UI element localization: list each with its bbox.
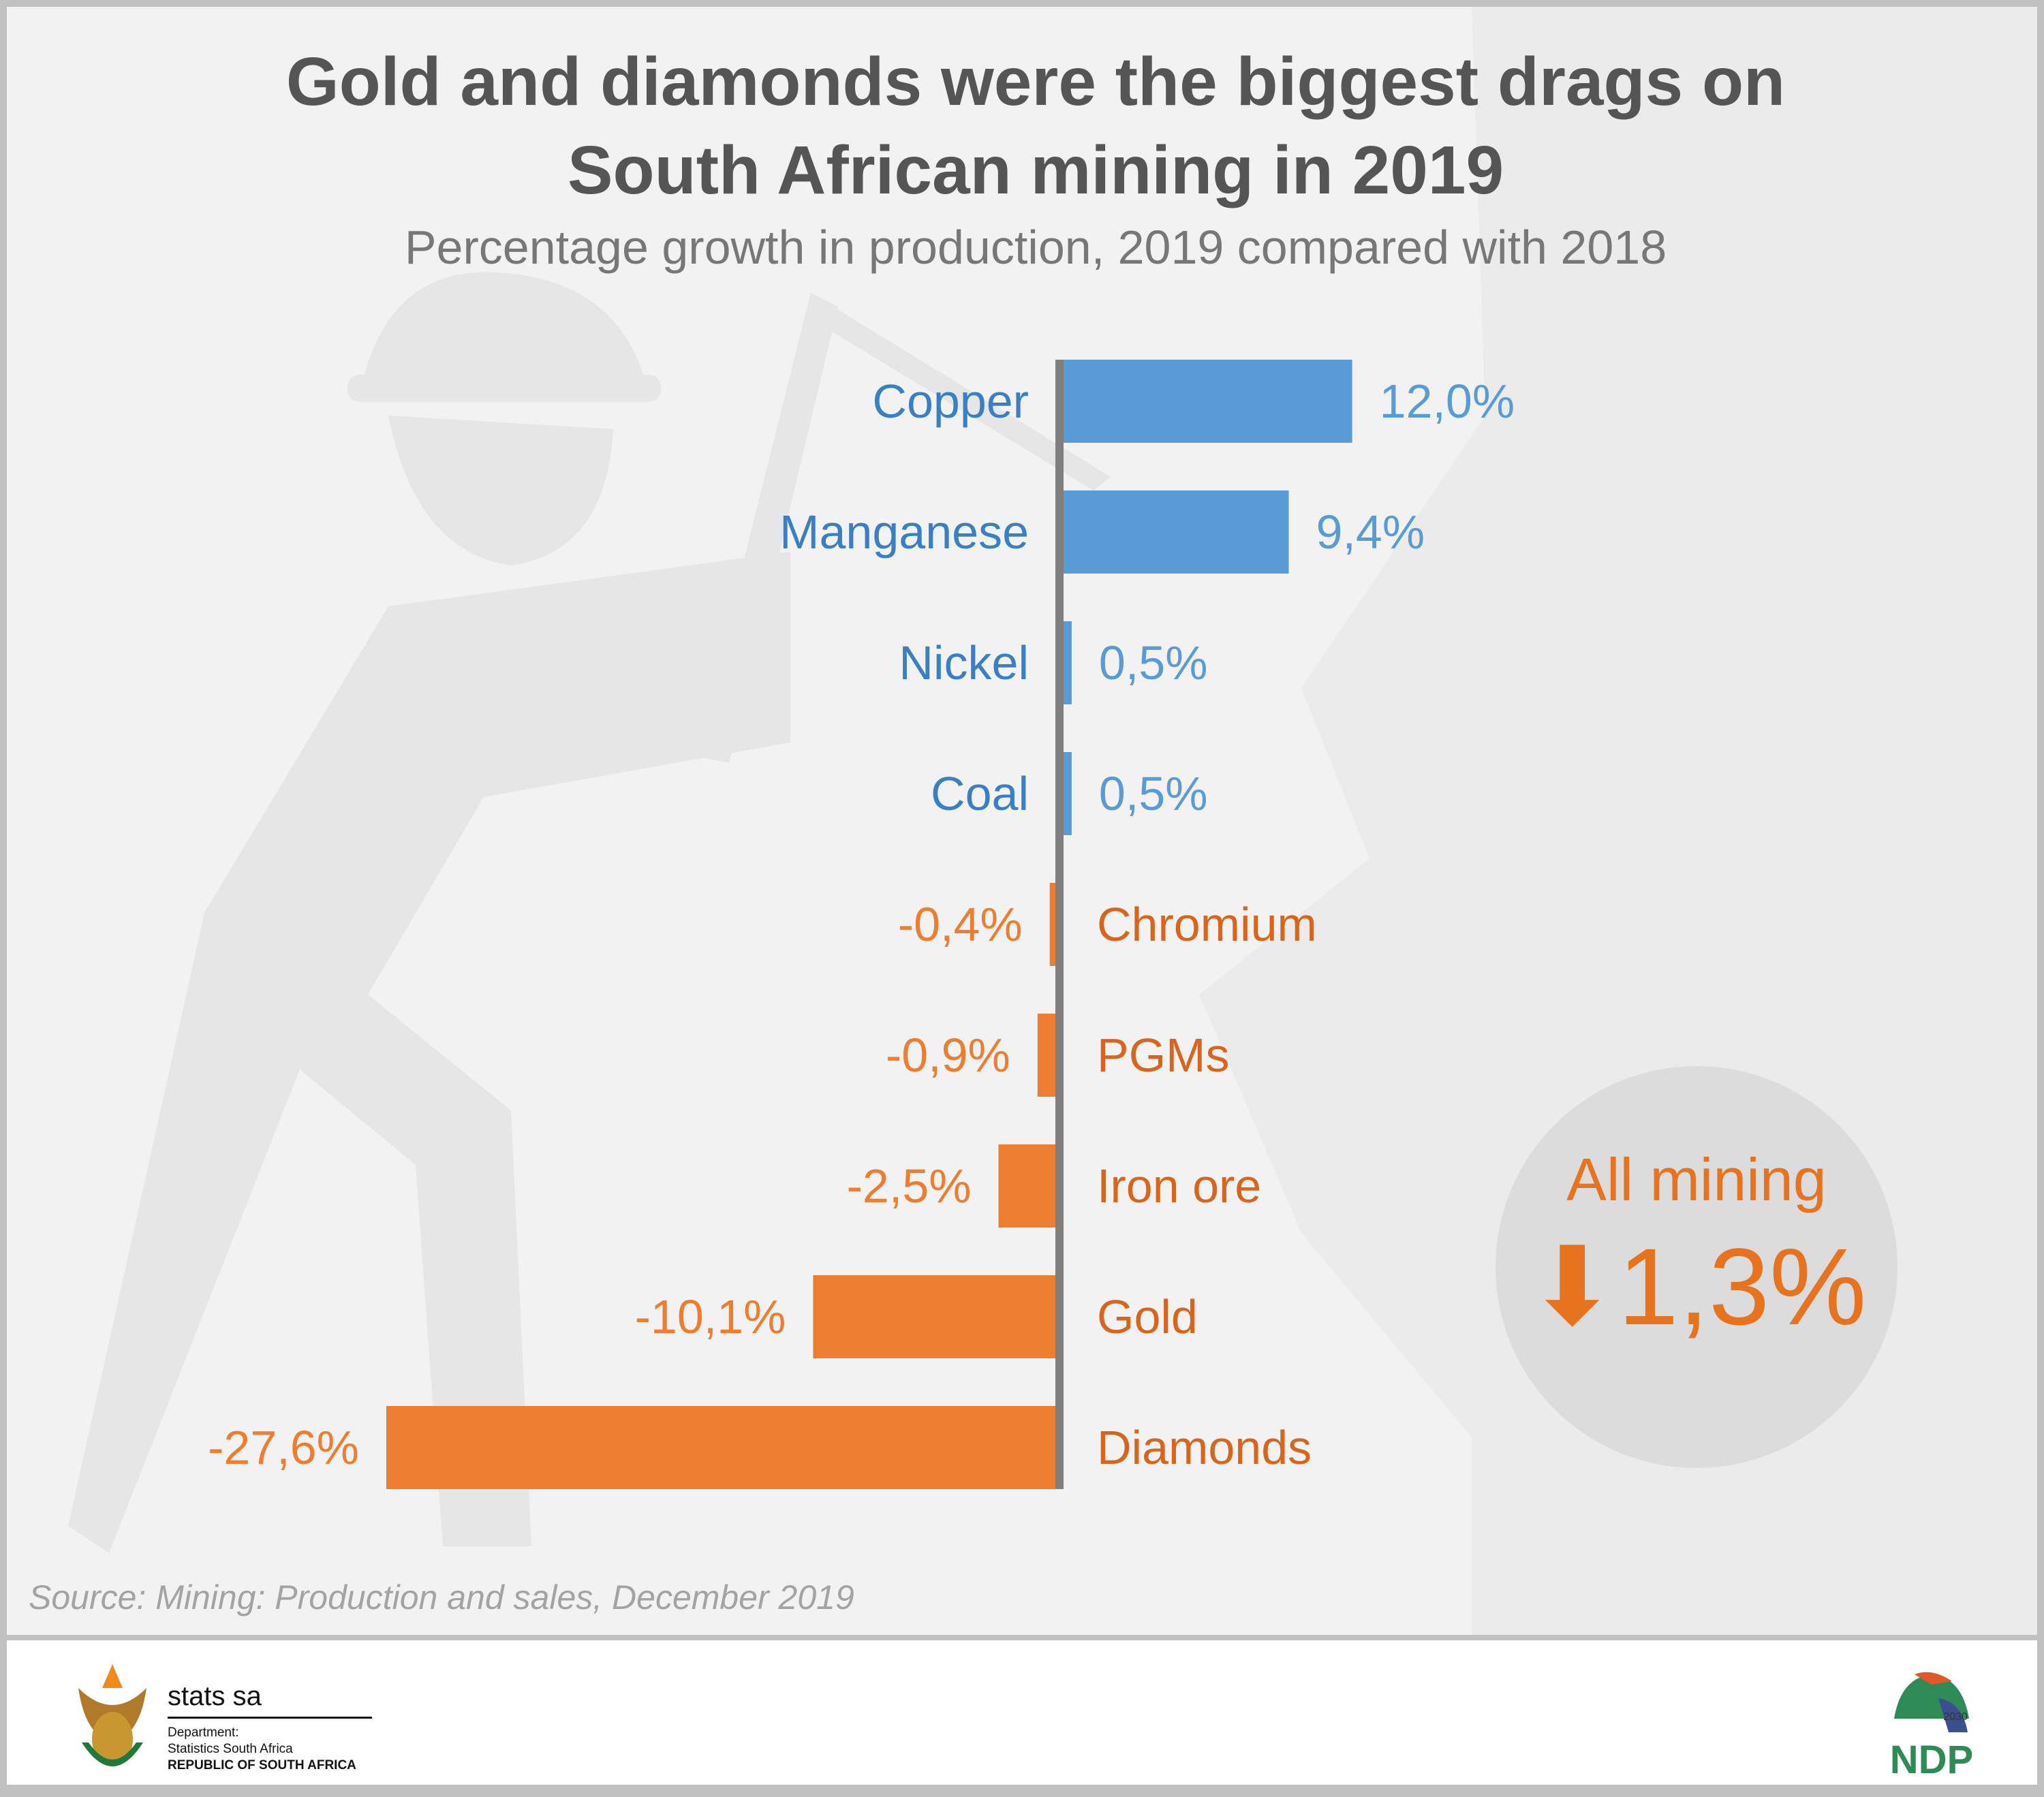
bar-iron-ore xyxy=(998,1144,1059,1228)
data-label: 9,4% xyxy=(1316,505,1425,559)
data-label: -10,1% xyxy=(635,1290,786,1343)
dept-line: Statistics South Africa xyxy=(168,1742,293,1756)
data-label: -27,6% xyxy=(208,1421,359,1474)
category-label: Iron ore xyxy=(1097,1159,1261,1213)
bar-manganese xyxy=(1059,490,1289,574)
bar-diamonds xyxy=(386,1406,1059,1489)
dept-line: REPUBLIC OF SOUTH AFRICA xyxy=(168,1758,356,1772)
source-note: Source: Mining: Production and sales, De… xyxy=(29,1578,854,1616)
data-label: 0,5% xyxy=(1099,636,1208,689)
chart-title-line-1: Gold and diamonds were the biggest drags… xyxy=(285,44,1786,120)
all-mining-summary: All mining ⬇1,3% xyxy=(1496,1066,1898,1468)
chart-subtitle: Percentage growth in production, 2019 co… xyxy=(404,221,1667,274)
coat-of-arms-logo xyxy=(78,1664,146,1766)
ndp-2030-logo: 2030 NDP xyxy=(1890,1672,1973,1780)
category-label: Diamonds xyxy=(1097,1421,1312,1474)
dept-line: Department: xyxy=(168,1725,239,1740)
summary-value: 1,3% xyxy=(1617,1225,1867,1347)
bar-chart: Copper 12,0% Manganese 9,4% Nickel 0,5% Coal 0,… xyxy=(208,360,1515,1489)
data-label: -2,5% xyxy=(847,1159,972,1213)
category-label: Nickel xyxy=(899,636,1029,689)
category-label: Gold xyxy=(1097,1290,1198,1343)
department-text: Department: Statistics South Africa REPU… xyxy=(168,1725,356,1774)
category-label: Coal xyxy=(931,767,1029,820)
data-label: -0,9% xyxy=(886,1029,1010,1082)
category-label: PGMs xyxy=(1097,1029,1229,1082)
down-arrow-icon: ⬇ xyxy=(1526,1225,1618,1347)
data-label: 12,0% xyxy=(1380,375,1515,428)
footer: stats sa Department: Statistics South Af… xyxy=(7,1640,2037,1785)
divider xyxy=(168,1717,372,1719)
summary-label: All mining xyxy=(1566,1146,1827,1213)
bar-gold xyxy=(813,1275,1059,1358)
category-label: Manganese xyxy=(779,505,1029,559)
data-label: 0,5% xyxy=(1099,767,1208,820)
svg-text:2030: 2030 xyxy=(1943,1711,1968,1723)
category-label: Copper xyxy=(872,375,1029,428)
svg-text:NDP: NDP xyxy=(1890,1738,1973,1780)
data-label: -0,4% xyxy=(898,898,1023,951)
bar-copper xyxy=(1059,360,1352,443)
zero-axis-line xyxy=(1055,360,1064,1489)
category-label: Chromium xyxy=(1097,898,1317,951)
stats-sa-brand: stats sa xyxy=(168,1681,262,1711)
chart-title-line-2: South African mining in 2019 xyxy=(567,132,1504,208)
